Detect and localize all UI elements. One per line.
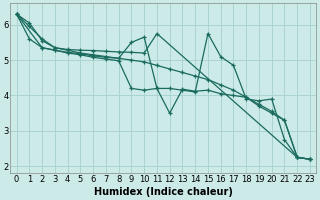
- X-axis label: Humidex (Indice chaleur): Humidex (Indice chaleur): [94, 187, 233, 197]
